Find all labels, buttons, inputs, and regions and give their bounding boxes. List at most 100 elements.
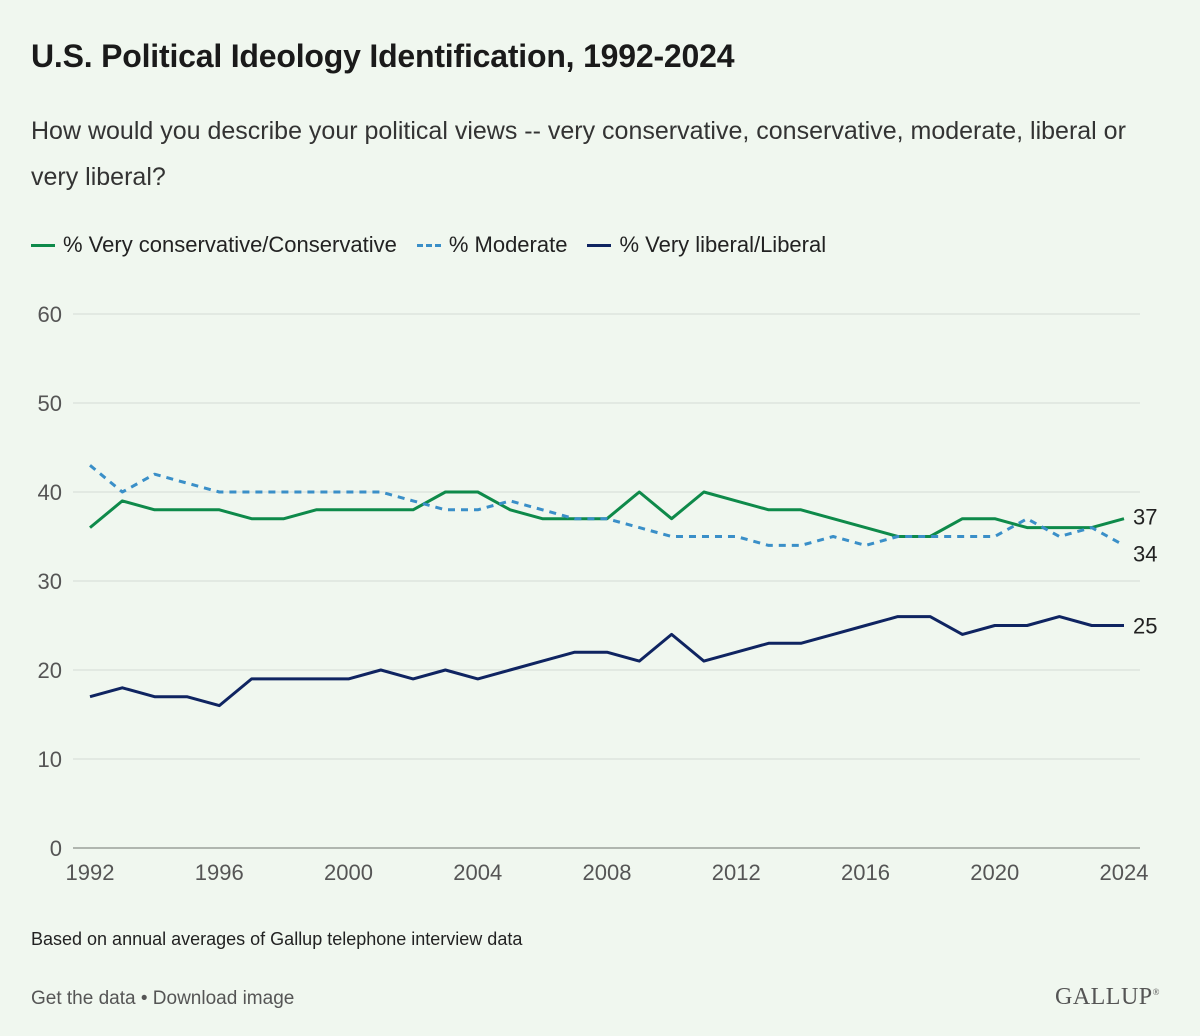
data-point-liberal-2006 (538, 657, 546, 665)
data-point-conservative-2005 (506, 506, 514, 514)
data-point-liberal-1999 (312, 675, 320, 683)
data-point-moderate-2023 (1088, 524, 1096, 532)
data-point-liberal-2016 (862, 622, 870, 630)
data-point-liberal-2019 (958, 630, 966, 638)
data-point-conservative-2009 (635, 488, 643, 496)
data-point-moderate-2014 (797, 541, 805, 549)
y-tick-label: 0 (50, 836, 62, 861)
data-point-conservative-2022 (1055, 524, 1063, 532)
data-point-conservative-2006 (538, 515, 546, 523)
data-point-conservative-1993 (118, 497, 126, 505)
x-tick-label: 2000 (324, 860, 373, 885)
data-point-liberal-2021 (1023, 622, 1031, 630)
legend-label-liberal: % Very liberal/Liberal (619, 232, 827, 257)
footer-links: Get the data • Download image (31, 988, 294, 1010)
data-point-conservative-1996 (215, 506, 223, 514)
data-point-liberal-2001 (377, 666, 385, 674)
series-line-moderate (89, 464, 1125, 547)
data-point-liberal-1994 (151, 693, 159, 701)
data-point-conservative-1998 (280, 515, 288, 523)
legend-swatch-conservative (31, 243, 55, 247)
x-tick-label: 1992 (66, 860, 115, 885)
data-point-conservative-2014 (797, 506, 805, 514)
data-point-moderate-1994 (151, 470, 159, 478)
data-point-liberal-2009 (635, 657, 643, 665)
data-point-liberal-2004 (474, 675, 482, 683)
data-point-moderate-2007 (571, 515, 579, 523)
x-tick-label: 1996 (195, 860, 244, 885)
data-point-liberal-1996 (215, 702, 223, 710)
data-point-liberal-1993 (118, 684, 126, 692)
data-point-liberal-2015 (829, 630, 837, 638)
data-point-conservative-2015 (829, 515, 837, 523)
data-point-moderate-1997 (248, 488, 256, 496)
data-point-moderate-2002 (409, 497, 417, 505)
legend-swatch-liberal (587, 243, 612, 247)
chart-title: U.S. Political Ideology Identification, … (31, 38, 735, 74)
data-point-liberal-2013 (765, 639, 773, 647)
data-point-liberal-2020 (991, 622, 999, 630)
data-point-moderate-2024 (1120, 541, 1128, 549)
data-point-liberal-2000 (345, 675, 353, 683)
x-tick-label: 2016 (841, 860, 890, 885)
data-point-moderate-2016 (862, 541, 870, 549)
data-point-conservative-2011 (700, 488, 708, 496)
data-point-liberal-1997 (248, 675, 256, 683)
gallup-logo: GALLUP® (1055, 984, 1160, 1011)
data-point-moderate-2011 (700, 533, 708, 541)
data-point-conservative-2020 (991, 515, 999, 523)
data-point-conservative-2021 (1023, 524, 1031, 532)
data-point-moderate-2009 (635, 524, 643, 532)
data-point-moderate-2008 (603, 515, 611, 523)
data-point-conservative-2016 (862, 524, 870, 532)
data-point-moderate-2020 (991, 533, 999, 541)
data-point-liberal-2005 (506, 666, 514, 674)
legend-item-liberal: % Very liberal/Liberal (587, 232, 826, 258)
data-point-liberal-2010 (668, 630, 676, 638)
x-tick-label: 2008 (583, 860, 632, 885)
data-point-moderate-2022 (1055, 533, 1063, 541)
data-point-conservative-2024 (1120, 515, 1128, 523)
data-point-liberal-2008 (603, 648, 611, 656)
data-point-moderate-1996 (215, 488, 223, 496)
data-point-liberal-2017 (894, 613, 902, 621)
y-tick-label: 20 (38, 658, 62, 683)
data-point-liberal-2007 (571, 648, 579, 656)
data-point-conservative-2004 (474, 488, 482, 496)
y-tick-label: 50 (38, 391, 62, 416)
data-point-moderate-1992 (86, 461, 94, 469)
end-label-conservative: 37 (1133, 505, 1157, 530)
legend-label-moderate: % Moderate (448, 232, 568, 257)
data-point-liberal-1992 (86, 693, 94, 701)
data-point-conservative-2001 (377, 506, 385, 514)
data-point-liberal-1998 (280, 675, 288, 683)
data-point-moderate-1995 (183, 479, 191, 487)
legend-label-conservative: % Very conservative/Conservative (63, 232, 397, 257)
data-point-moderate-2019 (958, 533, 966, 541)
download-image-link[interactable]: Download image (152, 988, 295, 1009)
gallup-logo-text: GALLUP (1054, 984, 1153, 1010)
end-label-moderate: 34 (1133, 541, 1157, 566)
data-point-conservative-2003 (441, 488, 449, 496)
data-point-conservative-2013 (765, 506, 773, 514)
source-note: Based on annual averages of Gallup telep… (31, 929, 523, 949)
data-point-liberal-2002 (409, 675, 417, 683)
data-point-conservative-2000 (345, 506, 353, 514)
data-point-liberal-2014 (797, 639, 805, 647)
data-point-liberal-2023 (1088, 622, 1096, 630)
data-point-liberal-1995 (183, 693, 191, 701)
x-tick-label: 2004 (453, 860, 502, 885)
data-point-liberal-2022 (1055, 613, 1063, 621)
data-point-moderate-2004 (474, 506, 482, 514)
data-point-liberal-2012 (732, 648, 740, 656)
line-chart: 0 10 20 30 40 50 60 1992 1996 2000 2004 2008 2012 201… (38, 302, 1158, 885)
data-point-moderate-2013 (765, 541, 773, 549)
registered-mark: ® (1152, 987, 1160, 997)
get-data-link[interactable]: Get the data (31, 988, 136, 1009)
chart-legend: % Very conservative/Conservative % Moder… (31, 232, 846, 258)
data-point-moderate-2010 (668, 533, 676, 541)
data-point-conservative-1994 (151, 506, 159, 514)
data-point-moderate-2003 (441, 506, 449, 514)
data-point-conservative-2010 (668, 515, 676, 523)
data-point-moderate-2005 (506, 497, 514, 505)
